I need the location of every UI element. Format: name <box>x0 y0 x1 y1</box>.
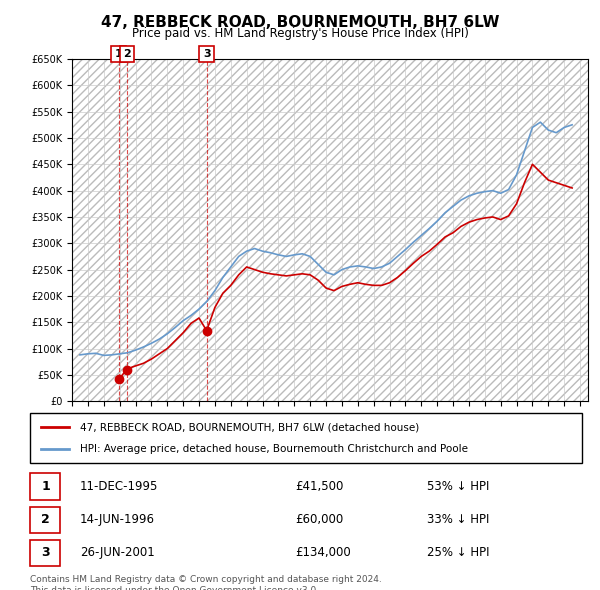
FancyBboxPatch shape <box>30 539 61 566</box>
Text: 53% ↓ HPI: 53% ↓ HPI <box>427 480 490 493</box>
Text: 25% ↓ HPI: 25% ↓ HPI <box>427 546 490 559</box>
Text: 3: 3 <box>41 546 50 559</box>
FancyBboxPatch shape <box>30 413 582 463</box>
Text: 1: 1 <box>115 49 122 59</box>
Text: £134,000: £134,000 <box>295 546 351 559</box>
Text: 47, REBBECK ROAD, BOURNEMOUTH, BH7 6LW: 47, REBBECK ROAD, BOURNEMOUTH, BH7 6LW <box>101 15 499 30</box>
Text: Contains HM Land Registry data © Crown copyright and database right 2024.
This d: Contains HM Land Registry data © Crown c… <box>30 575 382 590</box>
Text: Price paid vs. HM Land Registry's House Price Index (HPI): Price paid vs. HM Land Registry's House … <box>131 27 469 40</box>
FancyBboxPatch shape <box>30 506 61 533</box>
Text: 11-DEC-1995: 11-DEC-1995 <box>80 480 158 493</box>
Text: 47, REBBECK ROAD, BOURNEMOUTH, BH7 6LW (detached house): 47, REBBECK ROAD, BOURNEMOUTH, BH7 6LW (… <box>80 422 419 432</box>
Text: 33% ↓ HPI: 33% ↓ HPI <box>427 513 490 526</box>
Text: 2: 2 <box>41 513 50 526</box>
Text: 2: 2 <box>123 49 131 59</box>
Text: 1: 1 <box>41 480 50 493</box>
Text: £60,000: £60,000 <box>295 513 343 526</box>
Text: 26-JUN-2001: 26-JUN-2001 <box>80 546 154 559</box>
Text: 14-JUN-1996: 14-JUN-1996 <box>80 513 155 526</box>
FancyBboxPatch shape <box>30 473 61 500</box>
Text: HPI: Average price, detached house, Bournemouth Christchurch and Poole: HPI: Average price, detached house, Bour… <box>80 444 467 454</box>
Text: 3: 3 <box>203 49 211 59</box>
Text: £41,500: £41,500 <box>295 480 343 493</box>
